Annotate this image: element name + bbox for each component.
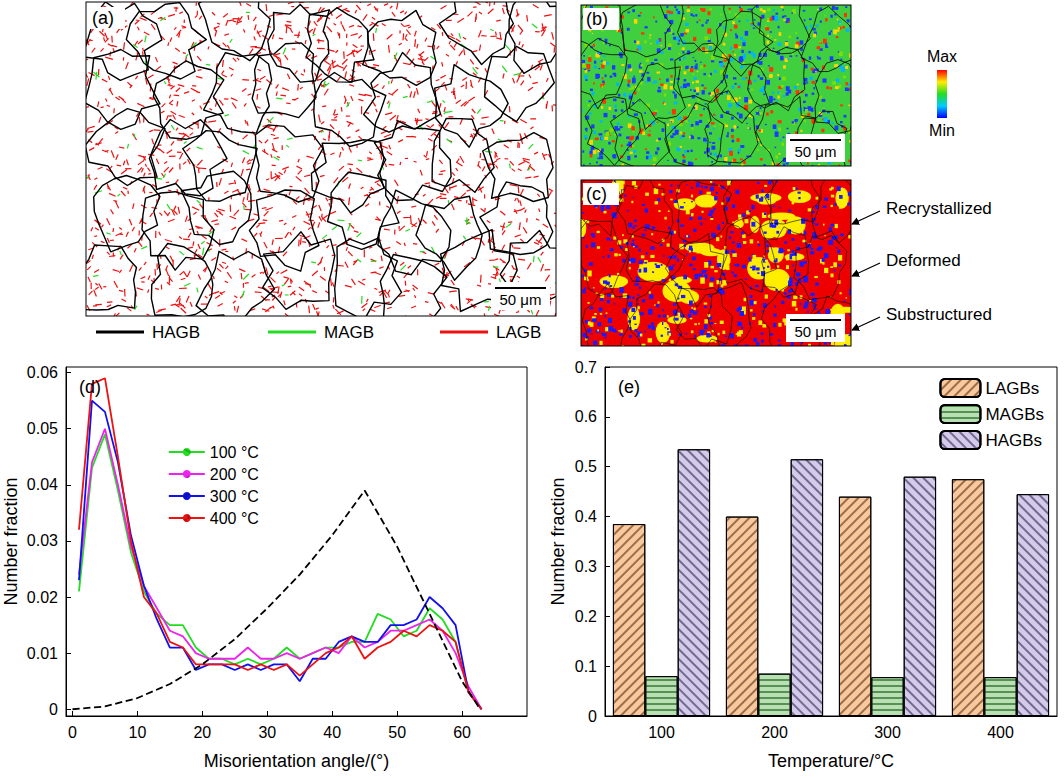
svg-text:30: 30 — [258, 724, 276, 741]
svg-text:0: 0 — [588, 708, 597, 725]
svg-text:Max: Max — [927, 48, 957, 65]
svg-text:0.06: 0.06 — [27, 364, 58, 381]
svg-text:0.01: 0.01 — [27, 645, 58, 662]
svg-text:0.03: 0.03 — [27, 532, 58, 549]
svg-text:20: 20 — [193, 724, 211, 741]
svg-text:Temperature/°C: Temperature/°C — [768, 751, 894, 771]
svg-text:0.05: 0.05 — [27, 420, 58, 437]
svg-text:MAGBs: MAGBs — [985, 405, 1044, 424]
svg-text:100: 100 — [648, 724, 675, 741]
svg-text:0.02: 0.02 — [27, 589, 58, 606]
svg-text:100 °C: 100 °C — [210, 444, 259, 461]
svg-text:200: 200 — [761, 724, 788, 741]
svg-text:50: 50 — [388, 724, 406, 741]
svg-text:LAGBs: LAGBs — [985, 379, 1039, 398]
svg-text:HAGBs: HAGBs — [985, 431, 1042, 450]
svg-text:(e): (e) — [618, 377, 640, 397]
svg-text:0: 0 — [49, 701, 58, 718]
svg-text:10: 10 — [129, 724, 147, 741]
svg-text:50 μm: 50 μm — [795, 143, 837, 160]
svg-text:0.1: 0.1 — [575, 658, 597, 675]
svg-text:Deformed: Deformed — [886, 251, 961, 270]
svg-text:(a): (a) — [92, 8, 114, 28]
svg-text:Number fraction: Number fraction — [1, 477, 21, 605]
svg-text:50 μm: 50 μm — [795, 323, 837, 340]
svg-text:(c): (c) — [586, 184, 607, 204]
svg-text:HAGB: HAGB — [152, 323, 200, 342]
svg-text:Substructured: Substructured — [886, 305, 992, 324]
svg-text:Min: Min — [929, 122, 955, 139]
svg-text:0.04: 0.04 — [27, 476, 58, 493]
svg-text:50 μm: 50 μm — [500, 291, 542, 308]
svg-text:(b): (b) — [586, 9, 608, 29]
svg-text:Recrystallized: Recrystallized — [886, 199, 992, 218]
svg-text:0.5: 0.5 — [575, 458, 597, 475]
svg-text:0.2: 0.2 — [575, 608, 597, 625]
svg-text:MAGB: MAGB — [324, 323, 374, 342]
svg-text:400: 400 — [987, 724, 1014, 741]
svg-text:0.6: 0.6 — [575, 408, 597, 425]
svg-text:200 °C: 200 °C — [210, 466, 259, 483]
svg-text:(d): (d) — [79, 377, 101, 397]
svg-text:400 °C: 400 °C — [210, 510, 259, 527]
svg-text:LAGB: LAGB — [496, 323, 541, 342]
svg-text:300: 300 — [874, 724, 901, 741]
svg-text:0.7: 0.7 — [575, 359, 597, 376]
svg-text:Misorientation angle/(°): Misorientation angle/(°) — [204, 751, 389, 771]
svg-text:0: 0 — [68, 724, 77, 741]
svg-text:0.3: 0.3 — [575, 558, 597, 575]
svg-text:300 °C: 300 °C — [210, 488, 259, 505]
svg-text:0.4: 0.4 — [575, 508, 597, 525]
svg-text:60: 60 — [453, 724, 471, 741]
svg-text:40: 40 — [323, 724, 341, 741]
svg-text:Number fraction: Number fraction — [548, 477, 568, 605]
